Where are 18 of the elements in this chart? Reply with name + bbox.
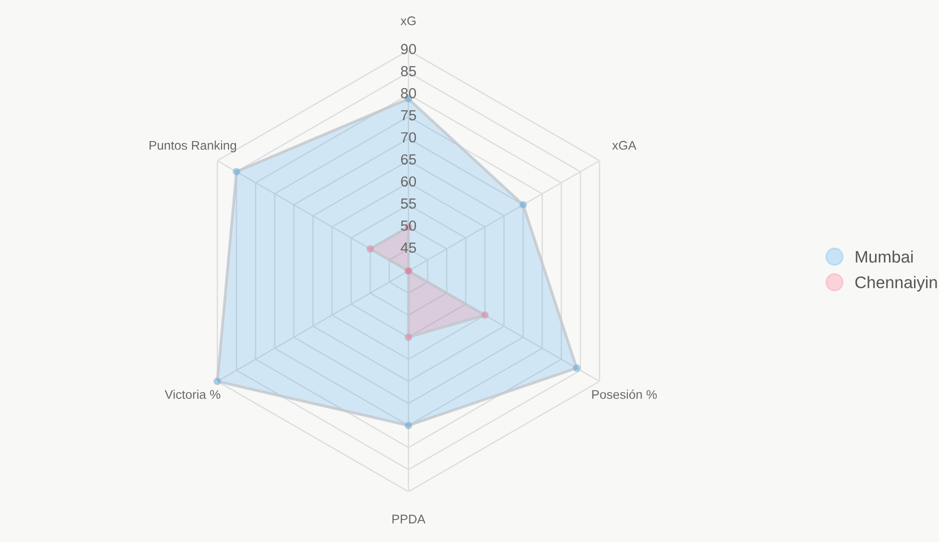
spoke-label: PPDA [392, 514, 426, 524]
spoke-label: xGA [612, 140, 636, 150]
spoke-label: Posesión % [592, 390, 657, 399]
y-tick-label: 55 [400, 198, 416, 209]
spoke-label: Victoria % [164, 390, 220, 399]
y-tick-label: 85 [400, 66, 416, 76]
legend-label: Chennaiyin [855, 276, 937, 292]
y-tick-label: 90 [401, 44, 416, 54]
y-tick-label: 75 [401, 110, 416, 120]
y-tick-label: 60 [401, 176, 416, 187]
y-tick-label: 80 [400, 88, 416, 98]
y-tick-label: 45 [400, 242, 416, 253]
spoke-label: Puntos Ranking [150, 140, 236, 152]
spoke-label: xG [400, 16, 416, 26]
y-tick-label: 65 [401, 154, 416, 165]
y-tick-label: 70 [401, 132, 416, 143]
legend-label: Mumbai [856, 250, 913, 263]
y-tick-label: 50 [400, 220, 416, 231]
